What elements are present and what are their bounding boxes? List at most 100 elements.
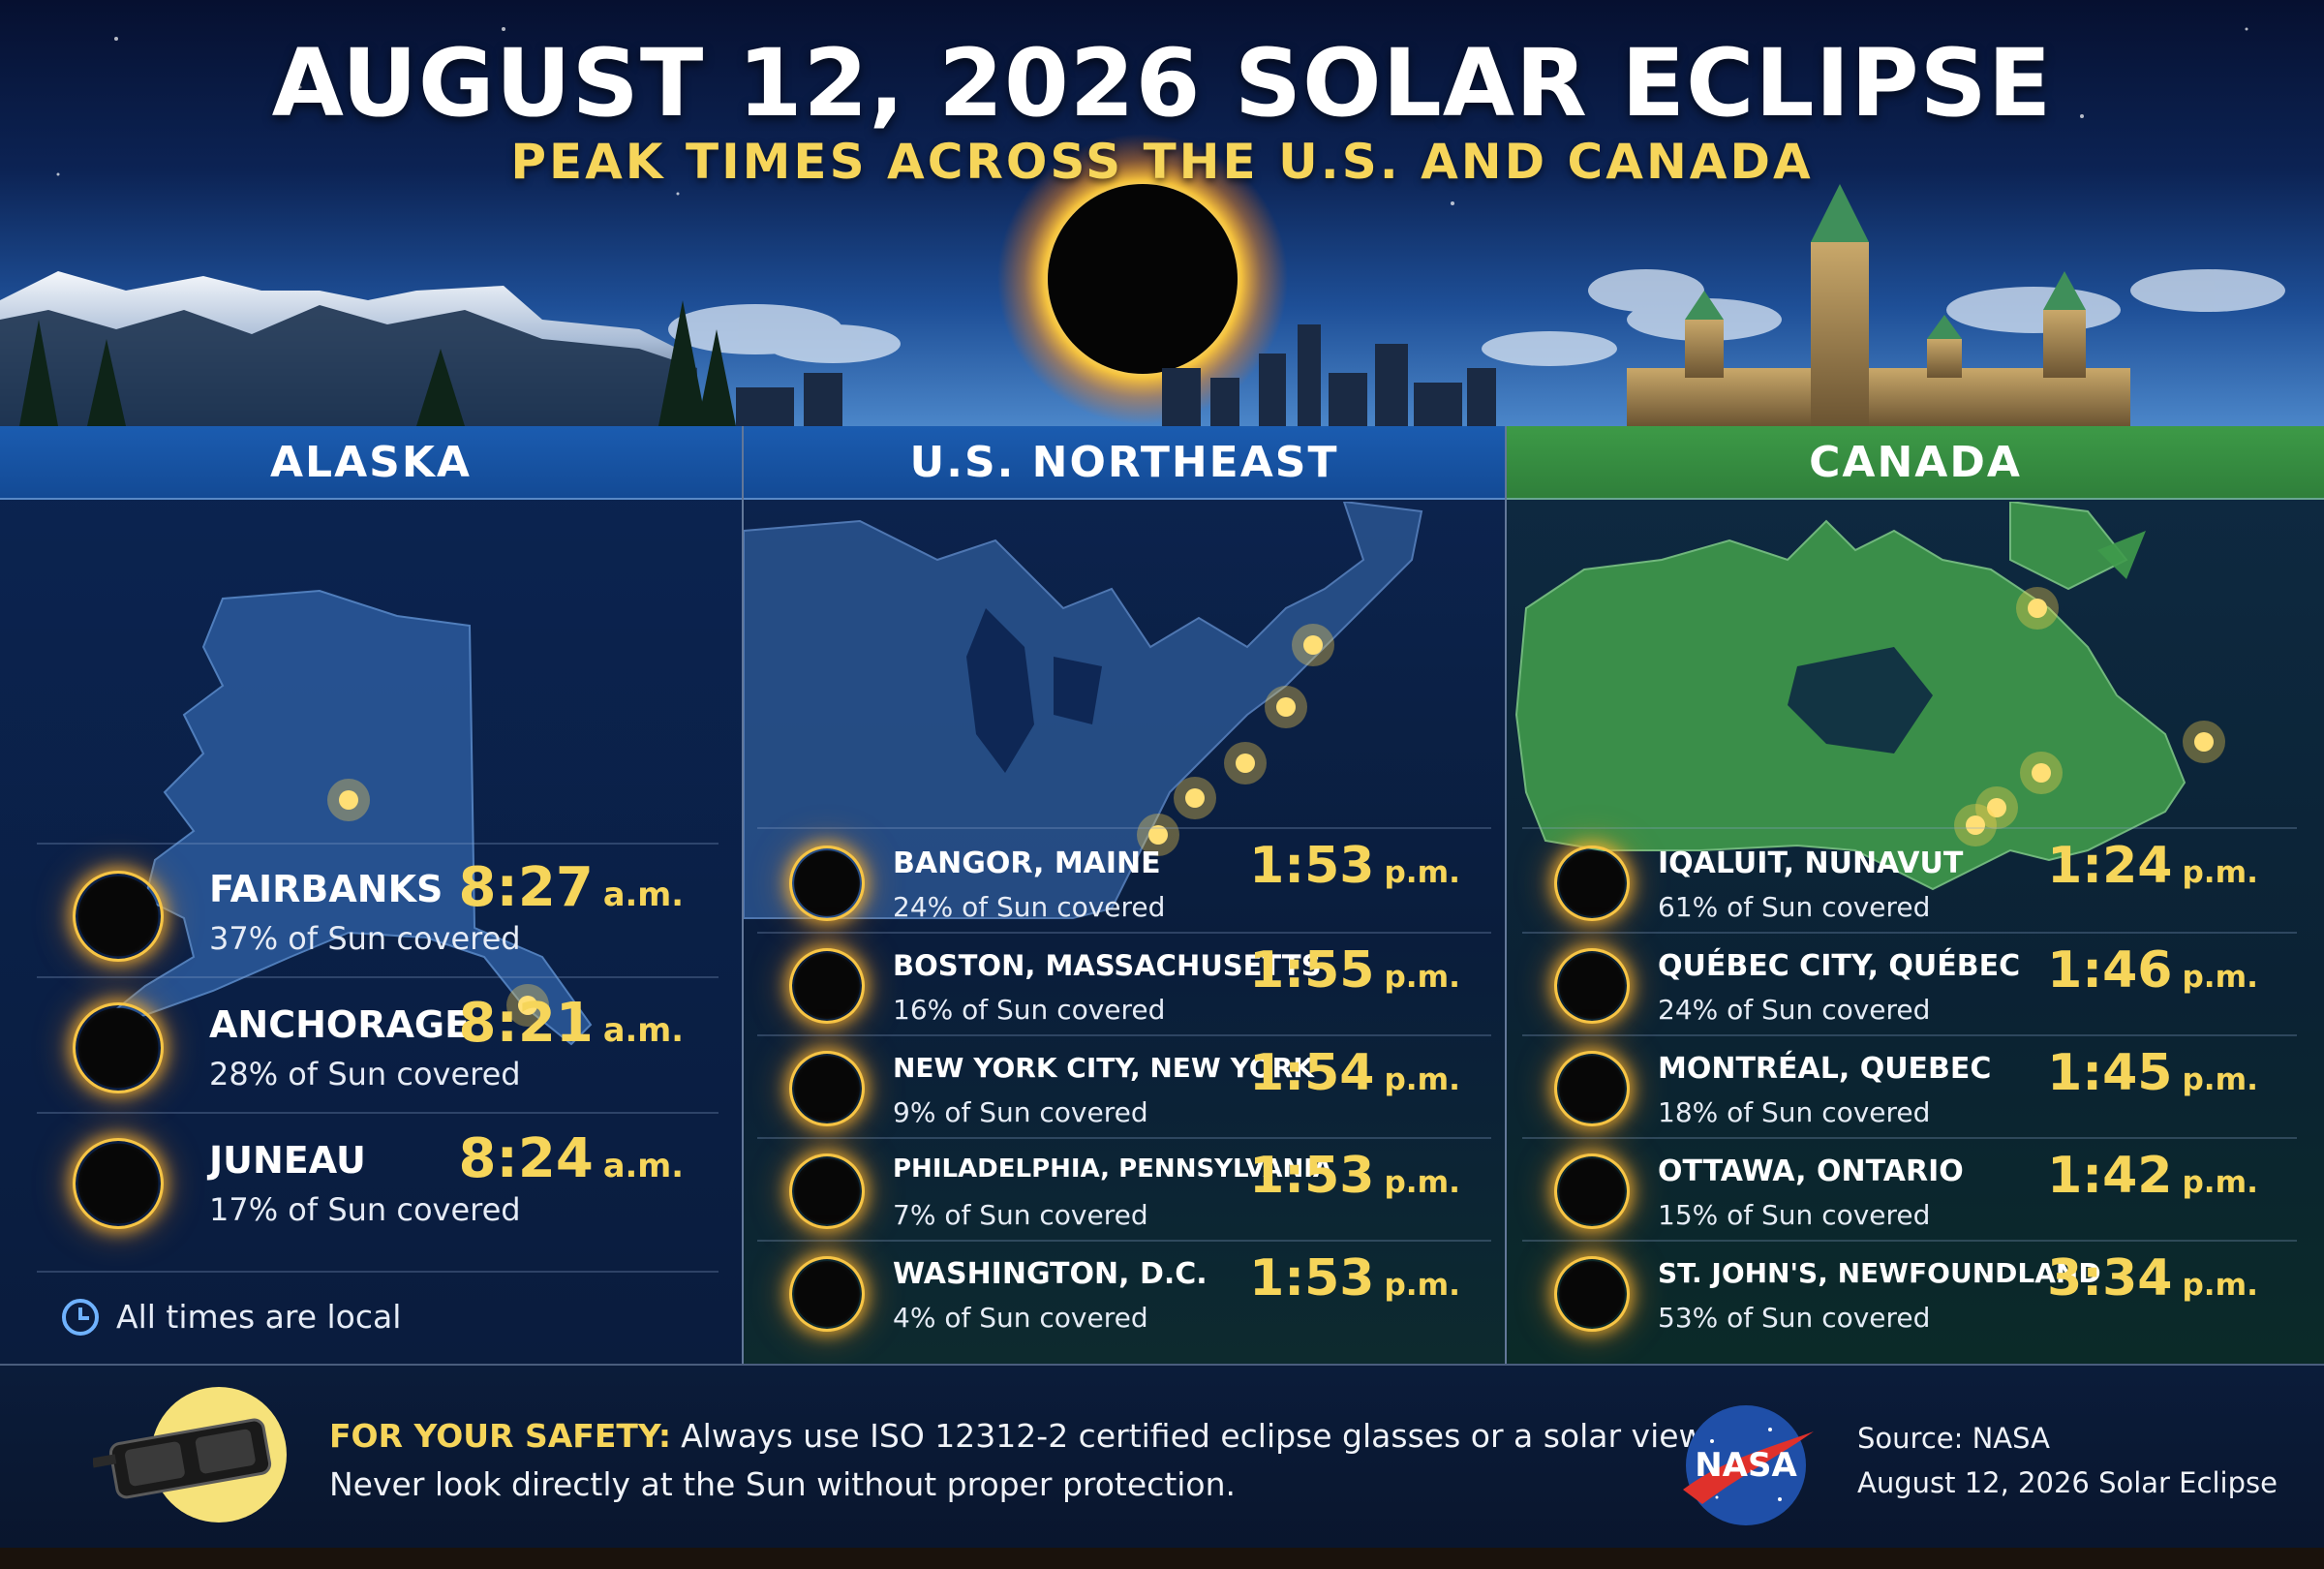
city-coverage: 61% of Sun covered [1658, 891, 1931, 923]
list-item: NEW YORK CITY, NEW YORK 9% of Sun covere… [757, 1034, 1491, 1137]
city-coverage: 24% of Sun covered [893, 891, 1166, 923]
peak-time-value: 1:46 [2047, 941, 2173, 1000]
safety-line-2: Never look directly at the Sun without p… [329, 1465, 1237, 1503]
nasa-logo-text: NASA [1695, 1446, 1797, 1485]
page-subtitle: PEAK TIMES ACROSS THE U.S. AND CANADA [510, 134, 1814, 190]
divider [1505, 426, 1507, 1364]
peak-time-value: 3:34 [2047, 1249, 2173, 1308]
panel-canada: CANADA IQALUIT, NUNAVUT 61% of Sun cover… [1507, 426, 2324, 1364]
canada-map [1514, 502, 2225, 891]
solar-eclipse-icon [792, 848, 862, 918]
peak-time-ampm: p.m. [1384, 1062, 1460, 1097]
peak-time-value: 1:45 [2047, 1044, 2173, 1102]
city-name: NEW YORK CITY, NEW YORK [893, 1052, 1314, 1084]
list-item: BANGOR, MAINE 24% of Sun covered 1:53 p.m… [757, 827, 1491, 932]
list-item: ANCHORAGE 28% of Sun covered 8:21 a.m. [37, 976, 719, 1112]
city-coverage: 7% of Sun covered [893, 1199, 1148, 1231]
city-name: OTTAWA, ONTARIO [1658, 1154, 1964, 1188]
peak-time-value: 1:54 [1249, 1044, 1375, 1102]
safety-notice: FOR YOUR SAFETY: Always use ISO 12312-2 c… [329, 1412, 1745, 1509]
city-coverage: 4% of Sun covered [893, 1302, 1148, 1334]
city-name: PHILADELPHIA, PENNSYLVANIA [893, 1154, 1333, 1184]
peak-time: 1:53 p.m. [1249, 1147, 1460, 1205]
list-item: FAIRBANKS 37% of Sun covered 8:27 a.m. [37, 843, 719, 976]
city-coverage: 37% of Sun covered [209, 920, 521, 957]
solar-eclipse-icon [1557, 1156, 1627, 1226]
solar-eclipse-icon [76, 1005, 161, 1091]
solar-eclipse-icon [1557, 951, 1627, 1021]
city-name: ST. JOHN'S, NEWFOUNDLAND [1658, 1257, 2101, 1289]
solar-eclipse-icon [792, 1259, 862, 1329]
panel-header-canada: CANADA [1507, 426, 2324, 500]
peak-time-ampm: p.m. [1384, 960, 1460, 995]
city-coverage: 28% of Sun covered [209, 1056, 521, 1092]
peak-time-value: 1:53 [1249, 1249, 1375, 1308]
peak-time: 1:24 p.m. [2047, 837, 2258, 895]
alaska-map [96, 589, 593, 1046]
hero-banner: AUGUST 12, 2026 SOLAR ECLIPSE PEAK TIMES… [0, 0, 2324, 426]
peak-time: 1:53 p.m. [1249, 837, 1460, 895]
peak-time-ampm: p.m. [1384, 1268, 1460, 1303]
city-coverage: 9% of Sun covered [893, 1096, 1148, 1128]
city-name: JUNEAU [209, 1139, 366, 1182]
peak-time: 1:54 p.m. [1249, 1044, 1460, 1102]
list-item: BOSTON, MASSACHUSETTS 16% of Sun covered… [757, 932, 1491, 1034]
peak-time-ampm: p.m. [2182, 960, 2258, 995]
peak-time-value: 1:42 [2047, 1147, 2173, 1205]
peak-time-value: 8:21 [458, 992, 594, 1055]
peak-time-value: 1:24 [2047, 837, 2173, 895]
solar-eclipse-icon [792, 1054, 862, 1123]
panel-alaska: ALASKA FAIRBANKS 37% of Sun covered 8:27… [0, 426, 742, 1364]
panel-us-northeast: U.S. NORTHEAST BANGOR, MAINE 24% of Sun … [744, 426, 1505, 1364]
list-item: MONTRÉAL, QUEBEC 18% of Sun covered 1:45… [1522, 1034, 2297, 1137]
peak-time-ampm: p.m. [1384, 855, 1460, 890]
city-name: WASHINGTON, D.C. [893, 1257, 1208, 1291]
city-coverage: 53% of Sun covered [1658, 1302, 1931, 1334]
peak-time-value: 1:53 [1249, 1147, 1375, 1205]
local-time-note-text: All times are local [116, 1298, 402, 1336]
local-time-note: All times are local [62, 1298, 401, 1336]
city-coverage: 17% of Sun covered [209, 1191, 521, 1228]
peak-time-ampm: p.m. [2182, 855, 2258, 890]
peak-time-ampm: p.m. [2182, 1165, 2258, 1200]
nasa-logo: NASA [1683, 1405, 1814, 1525]
peak-time: 1:42 p.m. [2047, 1147, 2258, 1205]
bottom-strip [0, 1548, 2324, 1569]
eclipse-glasses-icon [93, 1387, 287, 1523]
city-name: QUÉBEC CITY, QUÉBEC [1658, 949, 2021, 983]
us-northeast-map [744, 502, 1423, 919]
clock-icon [62, 1298, 99, 1336]
source-line-1: Source: NASA [1857, 1422, 2050, 1455]
panel-header-alaska: ALASKA [0, 426, 742, 500]
city-name: BOSTON, MASSACHUSETTS [893, 949, 1322, 982]
peak-time: 1:46 p.m. [2047, 941, 2258, 1000]
peak-time-value: 8:27 [458, 856, 594, 919]
page-title: AUGUST 12, 2026 SOLAR ECLIPSE [271, 29, 2053, 138]
source-credit: Source: NASA August 12, 2026 Solar Eclip… [1857, 1416, 2278, 1505]
city-name: MONTRÉAL, QUEBEC [1658, 1052, 1992, 1086]
list-item: ST. JOHN'S, NEWFOUNDLAND 53% of Sun cove… [1522, 1240, 2297, 1346]
list-item: PHILADELPHIA, PENNSYLVANIA 7% of Sun cov… [757, 1137, 1491, 1240]
solar-eclipse-icon [792, 951, 862, 1021]
solar-eclipse-icon [76, 874, 161, 959]
peak-time-ampm: a.m. [602, 876, 684, 913]
source-line-2: August 12, 2026 Solar Eclipse [1857, 1466, 2278, 1499]
peak-time-ampm: a.m. [602, 1147, 684, 1184]
list-item: WASHINGTON, D.C. 4% of Sun covered 1:53 p… [757, 1240, 1491, 1346]
canada-city-list: IQALUIT, NUNAVUT 61% of Sun covered 1:24… [1522, 827, 2297, 1350]
solar-eclipse-icon [1557, 1259, 1627, 1329]
city-name: IQALUIT, NUNAVUT [1658, 846, 1964, 880]
peak-time-ampm: p.m. [2182, 1062, 2258, 1097]
solar-eclipse-icon [792, 1156, 862, 1226]
panel-header-us-northeast: U.S. NORTHEAST [744, 426, 1505, 500]
list-item: OTTAWA, ONTARIO 15% of Sun covered 1:42 p… [1522, 1137, 2297, 1240]
peak-time: 1:45 p.m. [2047, 1044, 2258, 1102]
us-northeast-city-list: BANGOR, MAINE 24% of Sun covered 1:53 p.m… [757, 827, 1491, 1350]
peak-time-ampm: p.m. [1384, 1165, 1460, 1200]
peak-time-ampm: p.m. [2182, 1268, 2258, 1303]
city-coverage: 16% of Sun covered [893, 994, 1166, 1026]
peak-time-value: 8:24 [458, 1127, 594, 1190]
hero-scenery [0, 27, 2285, 426]
safety-line-1: Always use ISO 12312-2 certified eclipse… [681, 1417, 1745, 1455]
list-item: JUNEAU 17% of Sun covered 8:24 a.m. [37, 1112, 719, 1273]
